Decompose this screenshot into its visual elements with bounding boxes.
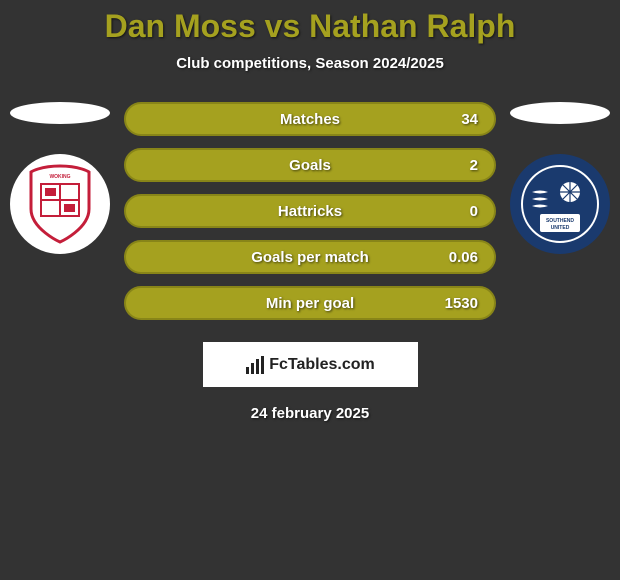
stat-right-value: 2 (438, 157, 478, 174)
stat-label: Min per goal (266, 295, 354, 312)
svg-text:SOUTHEND: SOUTHEND (546, 218, 574, 224)
stat-right-value: 0.06 (438, 249, 478, 266)
stat-right-value: 0 (438, 203, 478, 220)
stat-label: Goals per match (251, 249, 369, 266)
stat-bar-min-per-goal: Min per goal 1530 (124, 286, 496, 320)
subtitle: Club competitions, Season 2024/2025 (0, 55, 620, 72)
svg-text:WOKING: WOKING (49, 174, 70, 180)
club-crest-left: WOKING (10, 154, 110, 254)
brand-text: FcTables.com (269, 356, 375, 374)
main-row: WOKING Matches 34 Goals 2 Hattricks 0 (0, 102, 620, 320)
stat-label: Hattricks (278, 203, 342, 220)
infographic-container: Dan Moss vs Nathan Ralph Club competitio… (0, 0, 620, 422)
date-text: 24 february 2025 (0, 405, 620, 422)
svg-text:UNITED: UNITED (551, 225, 570, 231)
stat-bar-goals: Goals 2 (124, 148, 496, 182)
player-right-column: SOUTHEND UNITED (510, 102, 610, 254)
stat-bar-goals-per-match: Goals per match 0.06 (124, 240, 496, 274)
stat-right-value: 34 (438, 111, 478, 128)
stat-bar-hattricks: Hattricks 0 (124, 194, 496, 228)
player-left-avatar-placeholder (10, 102, 110, 124)
player-right-avatar-placeholder (510, 102, 610, 124)
club-crest-right: SOUTHEND UNITED (510, 154, 610, 254)
woking-crest-icon: WOKING (25, 164, 95, 244)
stat-right-value: 1530 (438, 295, 478, 312)
player-left-column: WOKING (10, 102, 110, 254)
chart-icon (245, 355, 265, 375)
page-title: Dan Moss vs Nathan Ralph (0, 8, 620, 45)
stat-label: Matches (280, 111, 340, 128)
stats-column: Matches 34 Goals 2 Hattricks 0 Goals per… (124, 102, 496, 320)
stat-bar-matches: Matches 34 (124, 102, 496, 136)
branding-box: FcTables.com (203, 342, 418, 387)
southend-crest-icon: SOUTHEND UNITED (520, 164, 600, 244)
stat-label: Goals (289, 157, 331, 174)
